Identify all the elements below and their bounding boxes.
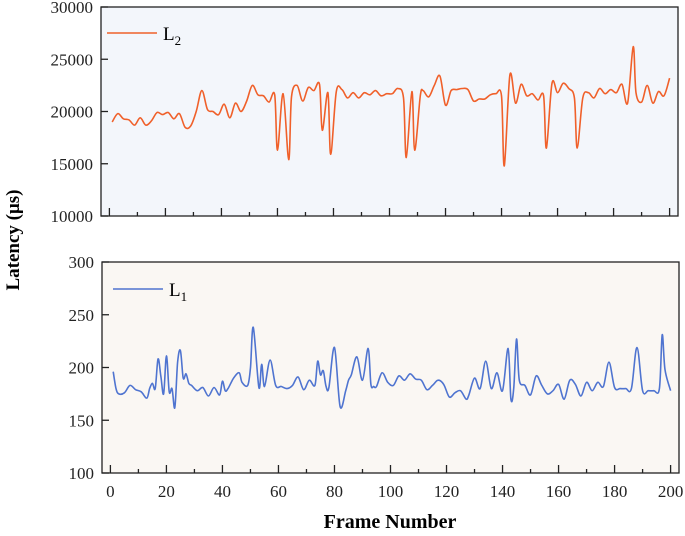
top-plot-area — [101, 7, 678, 216]
l1-legend-label: L1 — [169, 280, 187, 304]
y-tick-label: 200 — [69, 359, 95, 378]
y-tick-label: 250 — [69, 306, 95, 325]
x-tick-label: 80 — [326, 482, 343, 501]
x-tick-label: 100 — [378, 482, 404, 501]
x-tick-label: 160 — [546, 482, 572, 501]
x-tick-label: 120 — [434, 482, 460, 501]
y-tick-label: 15000 — [51, 155, 94, 174]
x-tick-label: 20 — [158, 482, 175, 501]
y-tick-label: 100 — [69, 464, 95, 483]
top-x-axis — [108, 208, 671, 216]
y-tick-label: 20000 — [51, 103, 94, 122]
x-tick-label: 200 — [658, 482, 684, 501]
top-y-axis: 10000 15000 20000 25000 30000 — [51, 0, 108, 226]
bottom-legend: L1 — [113, 280, 187, 304]
y-tick-label: 25000 — [51, 50, 94, 69]
y-tick-label: 30000 — [51, 0, 94, 17]
bottom-panel-l1: 100 150 200 250 300 0 20 40 60 80 100 120 140 160 180… — [69, 253, 684, 501]
y-tick-label: 150 — [69, 411, 95, 430]
bottom-plot-frame — [101, 261, 680, 474]
bottom-x-axis: 0 20 40 60 80 100 120 140 160 180 200 — [106, 465, 683, 501]
top-legend: L2 — [107, 24, 181, 48]
y-axis-title: Latency (μs) — [3, 189, 24, 290]
bottom-plot-area — [102, 262, 679, 473]
bottom-y-axis: 100 150 200 250 300 — [69, 253, 109, 483]
y-tick-label: 10000 — [51, 207, 94, 226]
x-tick-label: 60 — [270, 482, 287, 501]
x-axis-title: Frame Number — [324, 511, 457, 531]
top-plot-frame — [100, 6, 679, 217]
l2-series-line — [111, 45, 671, 167]
x-tick-label: 180 — [602, 482, 628, 501]
l2-legend-label: L2 — [163, 24, 181, 48]
top-panel-l2: 10000 15000 20000 25000 30000 L2 — [51, 0, 679, 226]
x-tick-label: 0 — [106, 482, 115, 501]
x-tick-label: 40 — [214, 482, 231, 501]
x-tick-label: 140 — [490, 482, 516, 501]
y-tick-label: 300 — [69, 253, 95, 272]
l1-series-line — [112, 326, 672, 409]
